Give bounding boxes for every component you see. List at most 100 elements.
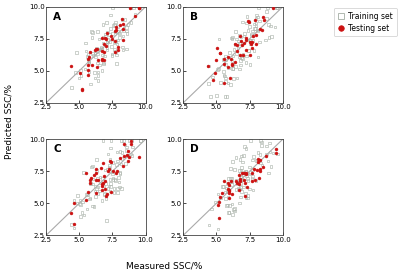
Point — [235, 46, 241, 50]
Point — [79, 86, 86, 91]
Text: A: A — [53, 12, 61, 21]
Point — [113, 27, 119, 32]
Point — [242, 169, 249, 173]
Point — [229, 35, 236, 39]
Point — [246, 40, 253, 45]
Point — [238, 168, 244, 172]
Point — [265, 171, 271, 175]
Point — [79, 210, 85, 215]
Point — [114, 190, 120, 194]
Point — [91, 172, 97, 177]
Point — [241, 171, 247, 175]
Point — [116, 185, 123, 189]
Point — [228, 180, 235, 184]
Point — [238, 39, 244, 43]
Point — [242, 191, 249, 196]
Point — [77, 71, 83, 75]
Point — [247, 39, 253, 43]
Point — [99, 58, 105, 63]
Point — [111, 47, 117, 51]
Point — [113, 42, 120, 46]
Point — [118, 186, 125, 190]
Point — [232, 64, 239, 69]
Point — [214, 46, 221, 50]
Point — [103, 194, 109, 198]
Point — [102, 32, 109, 36]
Point — [120, 48, 126, 52]
Point — [247, 38, 254, 42]
Point — [93, 157, 100, 162]
Point — [99, 177, 105, 181]
Point — [240, 53, 247, 57]
Point — [227, 82, 234, 86]
Point — [255, 28, 261, 32]
Point — [237, 176, 243, 181]
Point — [240, 185, 247, 189]
Point — [221, 69, 227, 74]
Point — [230, 54, 236, 58]
Point — [228, 178, 234, 183]
Point — [121, 138, 127, 143]
Point — [97, 63, 103, 67]
Point — [99, 48, 105, 53]
Point — [273, 151, 279, 155]
Point — [214, 67, 221, 72]
Point — [113, 169, 120, 173]
Point — [97, 181, 103, 185]
Point — [136, 155, 142, 159]
Point — [229, 177, 235, 181]
Point — [97, 45, 104, 49]
Point — [265, 159, 271, 163]
Point — [78, 73, 84, 78]
Point — [72, 70, 79, 75]
Point — [234, 76, 240, 80]
Point — [124, 153, 131, 157]
Point — [101, 54, 108, 58]
Point — [236, 33, 243, 38]
Point — [99, 53, 106, 57]
Point — [238, 189, 245, 193]
Point — [87, 82, 93, 86]
Point — [111, 50, 118, 54]
Point — [248, 32, 255, 36]
Point — [99, 181, 106, 185]
Point — [109, 172, 115, 176]
Point — [230, 76, 237, 81]
Point — [115, 48, 121, 52]
Point — [247, 172, 253, 176]
Point — [244, 193, 251, 197]
Point — [237, 41, 244, 45]
Point — [95, 78, 101, 83]
Point — [237, 174, 244, 179]
Point — [249, 178, 255, 183]
Point — [124, 29, 130, 33]
Point — [82, 67, 88, 71]
Point — [237, 195, 243, 199]
Point — [105, 169, 111, 173]
Point — [70, 222, 77, 226]
Point — [74, 193, 81, 198]
Point — [107, 167, 113, 171]
Point — [258, 140, 265, 144]
Point — [99, 69, 105, 73]
Point — [205, 81, 212, 85]
Point — [220, 184, 227, 189]
Point — [216, 37, 222, 41]
Point — [246, 187, 253, 191]
Point — [225, 195, 231, 199]
Point — [107, 177, 113, 181]
Text: D: D — [190, 144, 199, 154]
Point — [253, 16, 259, 20]
Point — [233, 178, 240, 183]
Point — [101, 193, 107, 197]
Point — [109, 176, 116, 180]
Point — [112, 39, 118, 43]
Point — [244, 14, 250, 19]
Point — [249, 40, 255, 44]
Point — [111, 41, 117, 45]
Point — [77, 215, 84, 219]
Point — [109, 170, 115, 174]
Point — [113, 171, 119, 175]
Point — [92, 194, 99, 199]
Point — [262, 38, 269, 42]
